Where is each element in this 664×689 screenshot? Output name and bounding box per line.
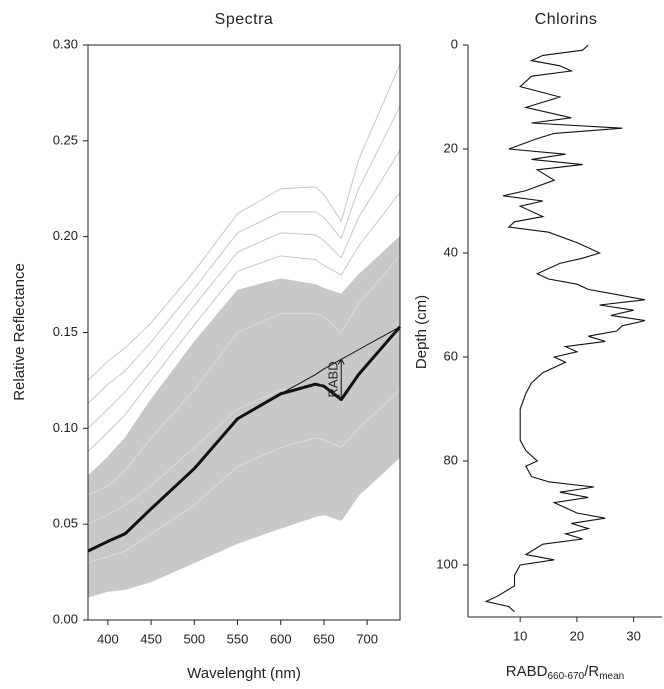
x-tick-label: 20: [570, 628, 584, 643]
spectra-band: [87, 235, 401, 598]
y-tick-label: 80: [444, 452, 458, 467]
y-tick-label: 0.30: [53, 36, 78, 51]
y-axis-label: Depth (cm): [413, 295, 430, 369]
spectrum-line: [280, 326, 401, 395]
x-tick-label: 650: [313, 631, 335, 646]
spectrum-line: [87, 192, 401, 452]
spectrum-line: [87, 150, 401, 429]
x-tick-label: 10: [513, 628, 527, 643]
x-tick-label: 30: [626, 628, 640, 643]
x-axis-label: Wavelenght (nm): [187, 665, 301, 682]
y-axis-label: Relative Reflectance: [11, 263, 28, 401]
chlorin-profile: [484, 44, 646, 613]
spectrum-line: [87, 255, 401, 496]
spectrum-line: [87, 106, 401, 404]
x-tick-label: 600: [270, 631, 292, 646]
y-tick-label: 40: [444, 244, 458, 259]
x-axis-label: RABD660-670/Rmean: [506, 663, 624, 682]
x-tick-label: 550: [227, 631, 249, 646]
chart-title: Spectra: [215, 11, 274, 28]
y-tick-label: 100: [436, 556, 458, 571]
spectrum-line: [87, 389, 401, 563]
x-axis-label-part: 660-670: [547, 671, 584, 682]
y-tick-label: 0.20: [53, 228, 78, 243]
y-tick-label: 0.05: [53, 516, 78, 531]
x-axis-label-part: mean: [599, 671, 624, 682]
y-tick-label: 0.10: [53, 420, 78, 435]
x-tick-label: 450: [140, 631, 162, 646]
y-tick-label: 20: [444, 140, 458, 155]
arrow-head: [337, 358, 345, 401]
x-tick-label: 500: [183, 631, 205, 646]
x-tick-label: 400: [97, 631, 119, 646]
plot-frame: [87, 44, 401, 621]
x-tick-label: 700: [356, 631, 378, 646]
y-tick-label: 0: [451, 36, 458, 51]
chart-title: Chlorins: [535, 11, 598, 28]
y-tick-label: 0.00: [53, 611, 78, 626]
annotation: RABD: [326, 361, 341, 397]
x-axis-label-part: RABD: [506, 663, 548, 680]
y-tick-label: 0.25: [53, 132, 78, 147]
x-axis-label-part: /R: [584, 663, 599, 680]
y-tick-label: 0.15: [53, 324, 78, 339]
spectrum-line: [87, 63, 401, 381]
y-tick-label: 60: [444, 348, 458, 363]
